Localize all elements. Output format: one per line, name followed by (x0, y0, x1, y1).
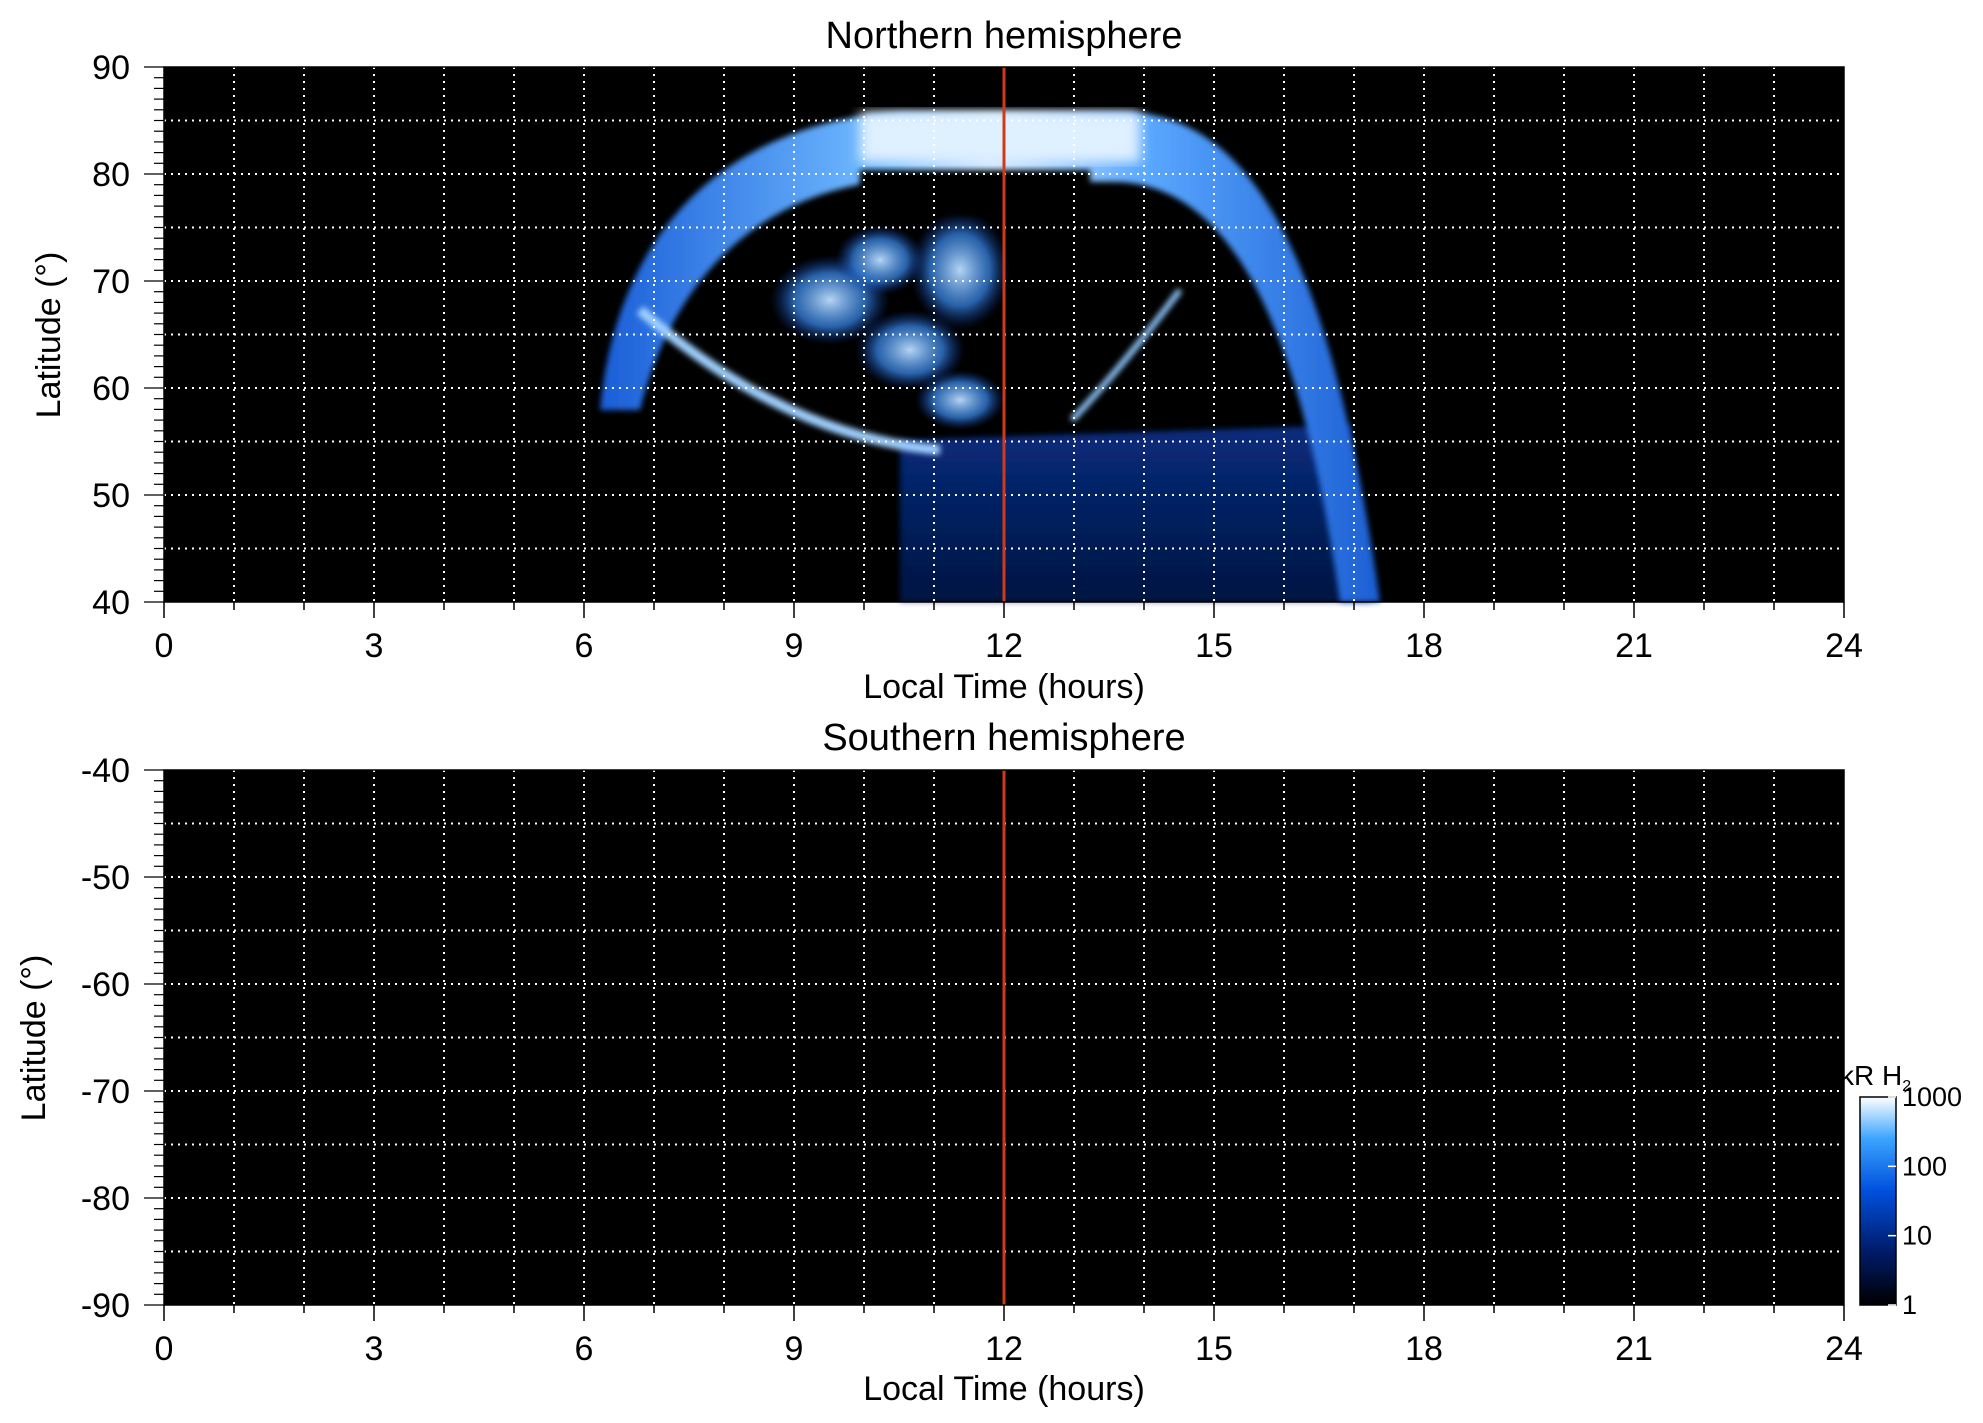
emission-patch (910, 210, 1010, 330)
colorbar-tick-label: 10 (1902, 1221, 1932, 1251)
y-tick-label: 70 (92, 263, 130, 301)
y-axis-ticks: -40 -50 -60 -70 -80 -90 (81, 752, 164, 1325)
x-tick-label: 0 (155, 1330, 174, 1368)
y-tick-label: -50 (81, 859, 130, 897)
dawn-inner-arc (636, 306, 941, 455)
x-tick-label: 12 (985, 627, 1023, 665)
x-tick-label: 6 (575, 627, 594, 665)
x-tick-label: 21 (1615, 1330, 1653, 1368)
emission-patch (855, 310, 965, 390)
colorbar-tick-label: 1 (1902, 1290, 1917, 1320)
x-tick-label: 6 (575, 1330, 594, 1368)
y-axis-label: Latitude (°) (30, 252, 68, 419)
x-tick-label: 24 (1825, 627, 1863, 665)
polar-gap (860, 170, 1090, 215)
x-tick-label: 9 (785, 627, 804, 665)
thin-arc (1069, 288, 1183, 423)
y-tick-label: -80 (81, 1180, 130, 1218)
y-tick-label: 90 (92, 49, 130, 87)
aurora-features (600, 112, 1380, 602)
x-tick-label: 18 (1405, 1330, 1443, 1368)
y-tick-label: -70 (81, 1073, 130, 1111)
colorbar-tick-label: 1000 (1902, 1082, 1962, 1112)
colorbar-ticks: 1 10 100 1000 (1888, 1082, 1962, 1320)
y-tick-label: -90 (81, 1287, 130, 1325)
x-tick-label: 0 (155, 627, 174, 665)
x-tick-label: 18 (1405, 627, 1443, 665)
southern-hemisphere-panel: Southern hemisphere -40 -50 -60 -70 -80 -90 0… (15, 717, 1863, 1408)
x-axis-label: Local Time (hours) (863, 1370, 1145, 1408)
colorbar-gradient (1859, 1096, 1897, 1306)
arc-bright-core (860, 112, 1140, 162)
y-tick-label: -60 (81, 966, 130, 1004)
y-axis-label: Latitude (°) (15, 955, 53, 1122)
colorbar: kR H2 1 10 100 1000 (1840, 1060, 1962, 1320)
y-axis-ticks: 40 50 60 70 80 90 (92, 49, 164, 622)
colorbar-tick-label: 100 (1902, 1151, 1947, 1181)
panel-title: Northern hemisphere (826, 15, 1183, 57)
x-tick-label: 12 (985, 1330, 1023, 1368)
y-tick-label: 80 (92, 156, 130, 194)
x-tick-label: 21 (1615, 627, 1653, 665)
emission-patch (835, 225, 925, 295)
panel-title: Southern hemisphere (822, 717, 1185, 759)
y-tick-label: 40 (92, 584, 130, 622)
x-tick-label: 9 (785, 1330, 804, 1368)
colorbar-label: kR H2 (1840, 1060, 1911, 1095)
x-tick-label: 15 (1195, 1330, 1233, 1368)
x-tick-label: 15 (1195, 627, 1233, 665)
x-tick-label: 3 (365, 1330, 384, 1368)
y-tick-label: 50 (92, 477, 130, 515)
diffuse-emission (900, 425, 1370, 602)
northern-hemisphere-panel: Northern hemisphere 40 50 60 70 80 90 0 3 6 9 12 1… (30, 15, 1863, 706)
y-tick-label: 60 (92, 370, 130, 408)
x-axis-ticks: 0 3 6 9 12 15 18 21 24 (155, 1305, 1863, 1368)
x-axis-label: Local Time (hours) (863, 668, 1145, 706)
emission-patch (915, 370, 1005, 430)
y-tick-label: -40 (81, 752, 130, 790)
x-tick-label: 3 (365, 627, 384, 665)
x-tick-label: 24 (1825, 1330, 1863, 1368)
x-axis-ticks: 0 3 6 9 12 15 18 21 24 (155, 602, 1863, 665)
